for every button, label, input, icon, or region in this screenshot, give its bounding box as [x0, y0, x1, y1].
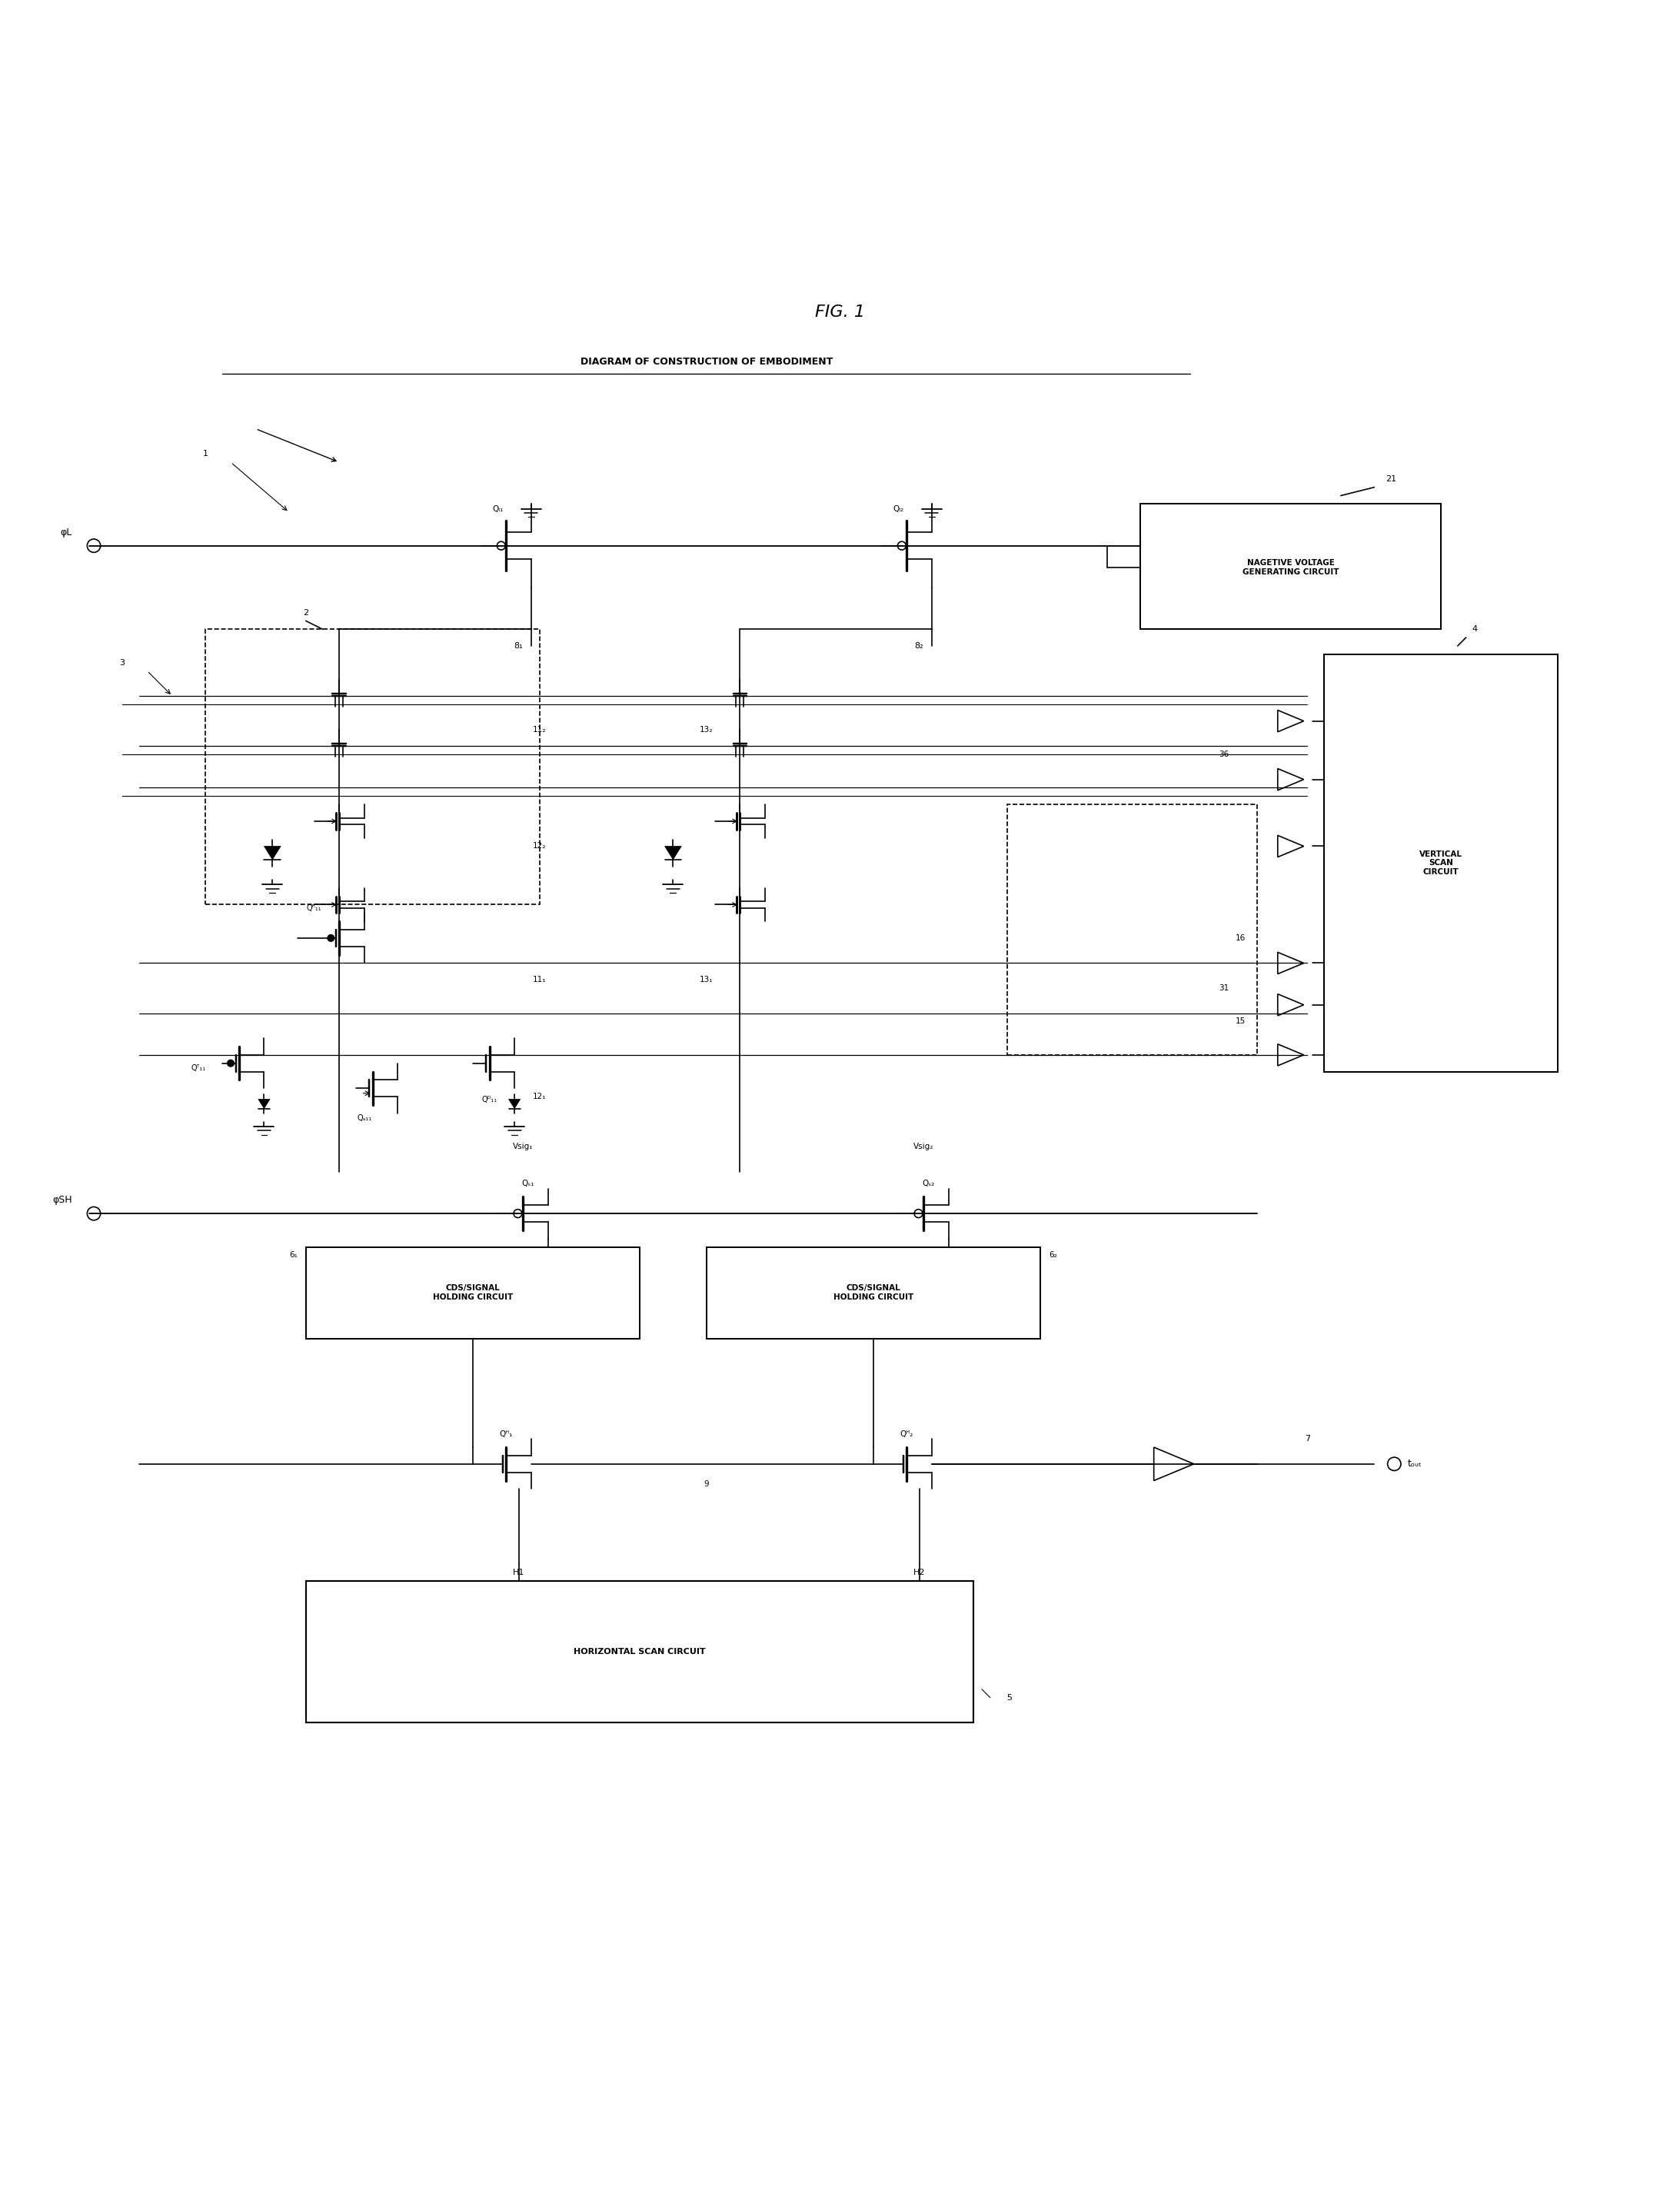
Circle shape	[328, 935, 334, 941]
Text: 4: 4	[1472, 625, 1477, 632]
Bar	[1141, 504, 1441, 630]
Text: Qᵀ₁₁: Qᵀ₁₁	[192, 1065, 205, 1072]
Polygon shape	[665, 846, 682, 860]
Text: Qᴴ₂: Qᴴ₂	[900, 1430, 914, 1439]
Bar	[1324, 654, 1557, 1072]
Text: φSH: φSH	[52, 1196, 72, 1204]
Bar	[306, 1246, 640, 1339]
Text: 11₁: 11₁	[533, 977, 546, 983]
Text: H1: H1	[512, 1569, 524, 1576]
Bar	[1006, 804, 1257, 1054]
Text: Qᴴ₁: Qᴴ₁	[499, 1430, 512, 1439]
Text: 2: 2	[302, 608, 309, 617]
Text: 6₁: 6₁	[289, 1251, 297, 1260]
Text: 8₂: 8₂	[914, 643, 924, 650]
Text: CDS/SIGNAL
HOLDING CIRCUIT: CDS/SIGNAL HOLDING CIRCUIT	[833, 1284, 914, 1302]
Text: 36: 36	[1220, 751, 1230, 758]
Text: 12₂: 12₂	[533, 842, 546, 851]
Text: 3: 3	[119, 659, 124, 667]
Bar	[205, 630, 539, 904]
Text: 13₁: 13₁	[701, 977, 714, 983]
Text: tₒᵤₜ: tₒᵤₜ	[1408, 1459, 1421, 1470]
Text: Qₐ₁₁: Qₐ₁₁	[356, 1114, 371, 1123]
Text: 11₂: 11₂	[533, 725, 546, 734]
Text: 1: 1	[203, 451, 208, 457]
Text: VERTICAL
SCAN
CIRCUIT: VERTICAL SCAN CIRCUIT	[1420, 851, 1463, 875]
Text: NAGETIVE VOLTAGE
GENERATING CIRCUIT: NAGETIVE VOLTAGE GENERATING CIRCUIT	[1243, 559, 1339, 577]
Text: H2: H2	[914, 1569, 926, 1576]
Text: Vsig₁: Vsig₁	[512, 1143, 533, 1151]
Text: 5: 5	[1006, 1693, 1013, 1702]
Text: 12₁: 12₁	[533, 1092, 546, 1101]
Text: HORIZONTAL SCAN CIRCUIT: HORIZONTAL SCAN CIRCUIT	[573, 1649, 706, 1655]
Text: Qₛ₂: Qₛ₂	[922, 1180, 934, 1187]
Text: DIAGRAM OF CONSTRUCTION OF EMBODIMENT: DIAGRAM OF CONSTRUCTION OF EMBODIMENT	[580, 358, 833, 367]
Text: 8₁: 8₁	[514, 643, 522, 650]
Text: 9: 9	[704, 1481, 709, 1487]
Text: 21: 21	[1386, 475, 1396, 482]
Polygon shape	[509, 1098, 521, 1109]
Text: 15: 15	[1235, 1017, 1247, 1025]
Text: FIG. 1: FIG. 1	[815, 305, 865, 320]
Text: 13₂: 13₂	[701, 725, 712, 734]
Polygon shape	[259, 1098, 270, 1109]
Bar	[306, 1580, 973, 1724]
Text: Vsig₂: Vsig₂	[914, 1143, 934, 1151]
Text: 16: 16	[1235, 935, 1247, 941]
Text: φL: φL	[60, 528, 72, 537]
Text: Qᴿ₁₁: Qᴿ₁₁	[307, 904, 321, 913]
Polygon shape	[264, 846, 281, 860]
Text: Qₗ₁: Qₗ₁	[492, 506, 504, 513]
Text: 6₂: 6₂	[1048, 1251, 1057, 1260]
Text: 31: 31	[1220, 983, 1230, 992]
Text: CDS/SIGNAL
HOLDING CIRCUIT: CDS/SIGNAL HOLDING CIRCUIT	[433, 1284, 512, 1302]
Text: Qᴰ₁₁: Qᴰ₁₁	[482, 1096, 497, 1103]
Text: Qₛ₁: Qₛ₁	[521, 1180, 534, 1187]
Circle shape	[227, 1061, 234, 1067]
Text: 7: 7	[1305, 1434, 1310, 1443]
Text: Qₗ₂: Qₗ₂	[894, 506, 904, 513]
Bar	[707, 1246, 1040, 1339]
